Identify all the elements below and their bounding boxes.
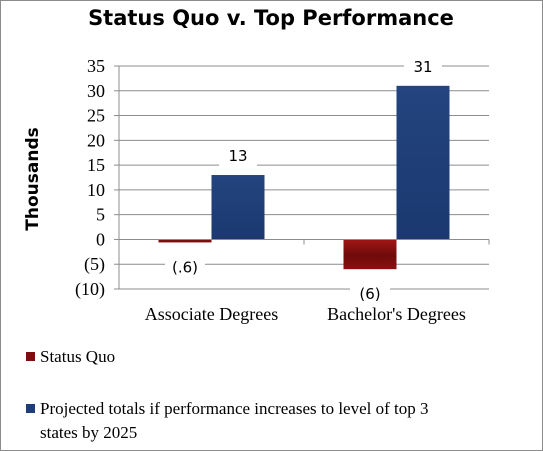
bar-status-quo-0 xyxy=(158,239,212,243)
data-labels: (.6) (6) 13 31 xyxy=(165,55,442,306)
data-label-projected-1: 31 xyxy=(413,58,432,76)
legend-label-projected-line1: Projected totals if performance increase… xyxy=(40,399,429,418)
bars xyxy=(158,85,450,270)
legend-label-status-quo: Status Quo xyxy=(40,347,115,366)
data-label-status-quo-0: (.6) xyxy=(172,258,198,276)
data-label-bg xyxy=(350,283,390,306)
data-label-projected-0: 13 xyxy=(228,147,247,165)
y-tick-label: 20 xyxy=(87,130,105,150)
x-category-label-0: Associate Degrees xyxy=(145,304,278,324)
y-tick-label: 15 xyxy=(87,155,105,175)
y-tick-label: 0 xyxy=(96,229,105,249)
y-tick-label: (5) xyxy=(84,254,105,275)
legend-label-projected: Projected totals if performance increase… xyxy=(40,399,433,442)
y-tick-label: 10 xyxy=(87,180,105,200)
legend: Status Quo Projected totals if performan… xyxy=(26,347,433,442)
y-tick-label: 30 xyxy=(87,81,105,101)
y-axis-ticks: 35 30 25 20 15 10 5 0 (5) (10) xyxy=(75,56,105,300)
bar-projected-1 xyxy=(396,85,450,240)
y-axis-label: Thousands xyxy=(23,127,43,230)
bar-projected-0 xyxy=(211,175,265,240)
legend-swatch-projected xyxy=(26,404,35,413)
legend-label-projected-line2: states by 2025 xyxy=(40,423,137,442)
data-label-bg xyxy=(219,145,257,168)
y-tick-label: 5 xyxy=(96,205,105,225)
y-tick-label: 35 xyxy=(87,56,105,76)
data-label-status-quo-1: (6) xyxy=(359,285,380,303)
axes xyxy=(118,66,490,289)
chart-title: Status Quo v. Top Performance xyxy=(88,6,454,30)
data-label-bg xyxy=(165,256,205,279)
y-tick-label: 25 xyxy=(87,106,105,126)
data-label-bg xyxy=(404,55,442,78)
legend-swatch-status-quo xyxy=(26,352,35,361)
x-category-label-1: Bachelor's Degrees xyxy=(327,304,466,324)
bar-status-quo-1 xyxy=(343,239,397,270)
x-axis-categories: Associate Degrees Bachelor's Degrees xyxy=(145,304,466,324)
y-tick-label: (10) xyxy=(75,279,105,300)
